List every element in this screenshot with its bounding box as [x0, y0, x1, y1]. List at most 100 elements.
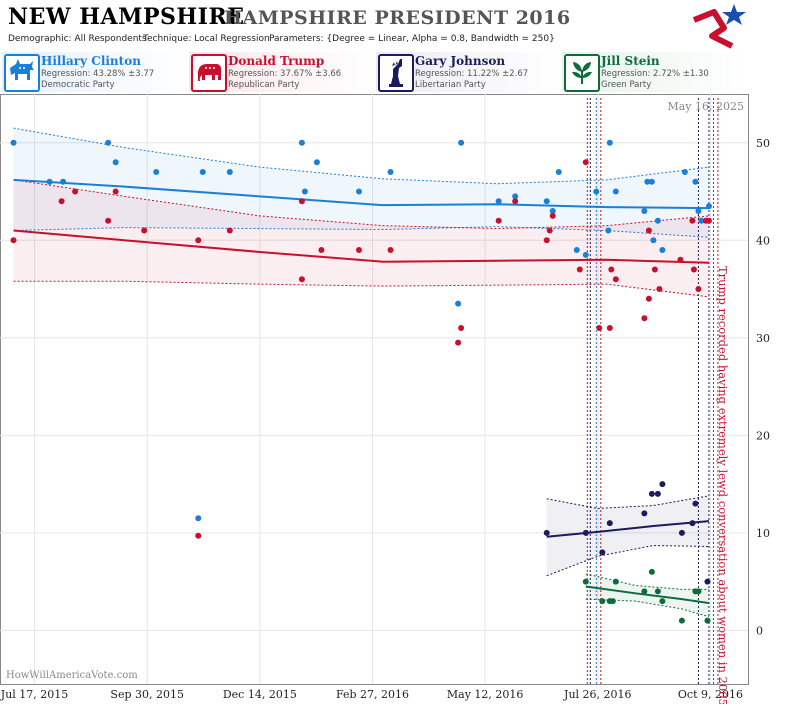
poll-point: [698, 217, 705, 224]
poll-point: [689, 520, 696, 527]
poll-point: [301, 188, 308, 195]
y-tick-label: 0: [756, 624, 763, 637]
poll-point: [512, 198, 519, 205]
poll-point: [612, 188, 619, 195]
poll-point: [654, 588, 661, 595]
candidate-name: Hillary Clinton: [41, 54, 141, 68]
poll-point: [678, 617, 685, 624]
candidate-card-johnson[interactable]: Gary Johnson Regression: 11.22% ±2.67 Li…: [376, 52, 562, 92]
poll-point: [60, 178, 67, 185]
poll-point: [195, 532, 202, 539]
poll-point: [605, 227, 612, 234]
poll-point: [543, 237, 550, 244]
poll-point: [455, 339, 462, 346]
candidate-card-trump[interactable]: Donald Trump Regression: 37.67% ±3.66 Re…: [189, 52, 375, 92]
candidate-party: Green Party: [601, 80, 652, 90]
poll-point: [582, 529, 589, 536]
y-tick-label: 20: [756, 429, 770, 442]
poll-point: [608, 266, 615, 273]
x-tick-label: Jul 17, 2015: [0, 688, 68, 701]
technique-meta: Technique: Local Regression: [143, 34, 270, 44]
poll-chart: 0 10 20 30 40 50 Jul 17, 2015 Sep 30, 2015 Dec 1…: [0, 94, 770, 706]
x-tick-label: Sep 30, 2015: [110, 688, 184, 701]
poll-point: [112, 159, 119, 166]
leaf-icon: [564, 54, 600, 92]
poll-point: [702, 217, 709, 224]
poll-point: [704, 617, 711, 624]
poll-point: [458, 325, 465, 332]
confidence-band: [13, 128, 709, 238]
candidate-name: Jill Stein: [601, 54, 660, 68]
poll-point: [549, 208, 556, 215]
poll-point: [704, 578, 711, 585]
poll-point: [153, 169, 160, 176]
confidence-band: [13, 179, 709, 297]
poll-point: [298, 276, 305, 283]
demographic-label: Demographic:: [8, 34, 72, 44]
trend-line: [13, 178, 709, 210]
candidate-card-clinton[interactable]: Hillary Clinton Regression: 43.28% ±3.77…: [2, 52, 188, 92]
poll-point: [313, 159, 320, 166]
poll-point: [648, 490, 655, 497]
poll-point: [46, 178, 53, 185]
watermark: HowWillAmericaVote.com: [6, 670, 138, 681]
band-upper: [13, 179, 709, 230]
band-upper: [13, 127, 710, 185]
poll-point: [546, 227, 553, 234]
poll-point: [582, 578, 589, 585]
donkey-icon: [4, 54, 40, 92]
poll-point: [695, 588, 702, 595]
poll-point: [10, 237, 17, 244]
poll-point: [659, 481, 666, 488]
parameters-meta: Parameters: {Degree = Linear, Alpha = 0.…: [269, 34, 555, 44]
poll-point: [645, 295, 652, 302]
poll-point: [458, 139, 465, 146]
poll-point: [576, 266, 583, 273]
poll-point: [644, 178, 651, 185]
candidate-party: Democratic Party: [41, 80, 115, 90]
poll-point: [141, 227, 148, 234]
poll-point: [195, 237, 202, 244]
poll-point: [678, 529, 685, 536]
event-annotation: Trump recorded having extremely lewd con…: [716, 266, 730, 704]
poll-point: [641, 208, 648, 215]
poll-point: [199, 169, 206, 176]
state-title: NEW HAMPSHIRE: [8, 4, 245, 30]
candidate-party: Libertarian Party: [415, 80, 486, 90]
poll-point: [10, 139, 17, 146]
header: NEW HAMPSHIRE HAMPSHIRE PRESIDENT 2016 D…: [0, 0, 789, 50]
poll-point: [555, 169, 562, 176]
y-tick-label: 10: [756, 527, 770, 540]
poll-point: [641, 510, 648, 517]
band-lower: [13, 280, 710, 298]
x-tick-label: Oct 9, 2016: [678, 688, 743, 701]
poll-point: [495, 198, 502, 205]
poll-point: [512, 193, 519, 200]
parameters-value: {Degree = Linear, Alpha = 0.8, Bandwidth…: [326, 34, 555, 44]
poll-point: [654, 490, 661, 497]
candidate-regression: Regression: 43.28% ±3.77: [41, 69, 155, 79]
poll-point: [298, 198, 305, 205]
poll-point: [656, 286, 663, 293]
poll-point: [612, 578, 619, 585]
poll-point: [659, 598, 666, 605]
poll-point: [387, 247, 394, 254]
poll-point: [495, 217, 502, 224]
poll-point: [705, 203, 712, 210]
poll-point: [659, 247, 666, 254]
candidate-card-stein[interactable]: Jill Stein Regression: 2.72% ±1.30 Green…: [562, 52, 748, 92]
poll-point: [112, 188, 119, 195]
poll-point: [648, 568, 655, 575]
poll-point: [582, 251, 589, 258]
poll-point: [609, 598, 616, 605]
x-tick-label: Dec 14, 2015: [223, 688, 297, 701]
technique-value: Local Regression: [194, 34, 270, 44]
x-tick-label: May 12, 2016: [447, 688, 524, 701]
poll-point: [677, 256, 684, 263]
poll-point: [692, 500, 699, 507]
poll-point: [543, 198, 550, 205]
poll-point: [651, 266, 658, 273]
poll-point: [695, 208, 702, 215]
poll-point: [195, 515, 202, 522]
poll-point: [387, 169, 394, 176]
